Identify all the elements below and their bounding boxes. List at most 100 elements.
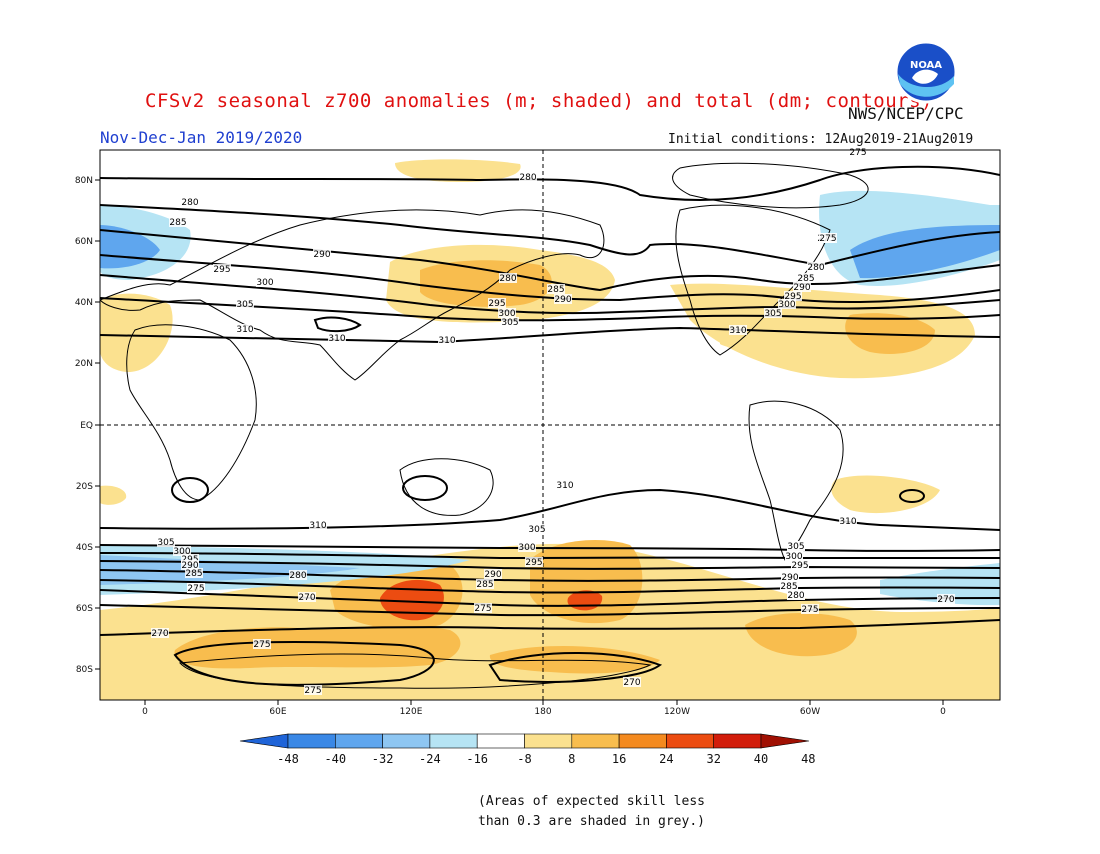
contour-label: 310	[556, 481, 573, 491]
contour-label: 300	[778, 300, 795, 310]
contour-label-bg	[173, 546, 191, 556]
colorbar-tick-label: 16	[612, 752, 626, 766]
contour-label-bg	[181, 554, 199, 564]
lon-label: 120E	[400, 707, 423, 717]
contour-label-bg	[157, 537, 175, 547]
contour-label: 275	[304, 686, 321, 696]
contour-label: 290	[793, 283, 810, 293]
contour-label: 270	[151, 629, 168, 639]
contour-label-bg	[476, 579, 494, 589]
contour-label: 310	[236, 325, 253, 335]
colorbar-segment	[476, 733, 525, 749]
contour-label-bg	[623, 677, 641, 687]
contour-label-bg	[801, 604, 819, 614]
contour-label: 310	[328, 334, 345, 344]
contour-label-bg	[787, 541, 805, 551]
anomaly-positive-satlantic	[831, 475, 940, 514]
colorbar-tick-label: -16	[466, 752, 488, 766]
contour-label-bg	[474, 603, 492, 613]
contour-label: 290	[554, 295, 571, 305]
organization-label: NWS/NCEP/CPC	[848, 104, 964, 123]
contour-label: 275	[253, 640, 270, 650]
lat-label: 40S	[76, 543, 93, 553]
contour-label: 275	[819, 234, 836, 244]
contour-label-bg	[807, 262, 825, 272]
contour-label: 285	[797, 274, 814, 284]
contour-label: 290	[181, 561, 198, 571]
colorbar-tick-label: -24	[419, 752, 441, 766]
contour-label: 280	[807, 263, 824, 273]
contour-label: 285	[185, 569, 202, 579]
colorbar: -48 -40 -32 -24 -16 -8 8 16 24 32 40 48	[239, 733, 816, 766]
contour-label: 310	[729, 326, 746, 336]
contour-label-bg	[304, 685, 322, 695]
contour-label-bg	[778, 299, 796, 309]
contour-label-bg	[289, 570, 307, 580]
contour-label: 300	[173, 547, 190, 557]
contour-label-bg	[328, 333, 346, 343]
contour-label: 280	[519, 173, 536, 183]
skill-footnote-line1: (Areas of expected skill less	[478, 794, 705, 809]
north-america-coastline	[675, 204, 831, 356]
contour-label-bg	[791, 560, 809, 570]
contour-label-bg	[499, 273, 517, 283]
contour-label: 300	[498, 309, 515, 319]
contour-label-bg	[797, 273, 815, 283]
contour-label: 295	[488, 299, 505, 309]
noaa-logo-icon: NOAA	[894, 40, 958, 104]
noaa-logo-text: NOAA	[910, 60, 942, 71]
contour-300-south	[100, 552, 1000, 560]
anomaly-moderate-3	[745, 613, 857, 657]
lon-label: 60W	[800, 707, 820, 717]
colorbar-segment	[666, 733, 715, 749]
greenland-arctic-coastline	[672, 162, 869, 209]
contour-label-bg	[313, 249, 331, 259]
contour-label-bg	[787, 590, 805, 600]
contour-label-bg	[785, 551, 803, 561]
contour-label: 290	[313, 250, 330, 260]
contour-label: 280	[289, 571, 306, 581]
contour-label: 290	[484, 570, 501, 580]
lon-label: 120W	[664, 707, 690, 717]
colorbar-tick-label: 48	[801, 752, 815, 766]
contour-label: 280	[499, 274, 516, 284]
lat-label: 80N	[75, 176, 93, 186]
contour-label-bg	[793, 282, 811, 292]
contour-label-bg	[518, 542, 536, 552]
contour-285-north	[100, 204, 1000, 267]
chart-title: CFSv2 seasonal z700 anomalies (m; shaded…	[145, 90, 933, 112]
colorbar-tick-label: 32	[706, 752, 720, 766]
contour-label-bg	[309, 520, 327, 530]
contour-305-south	[100, 544, 1000, 552]
closed-contours	[171, 316, 925, 503]
contour-285-south	[100, 579, 1000, 594]
anomaly-moderate-npac	[420, 260, 552, 307]
contour-label-bg	[236, 299, 254, 309]
contour-label-bg	[556, 480, 574, 490]
latitude-labels: 80N 60N 40N 20N EQ 20S 40S 60S 80S	[75, 176, 100, 675]
contour-label: 285	[780, 582, 797, 592]
contour-label-bg	[781, 572, 799, 582]
season-label: Nov-Dec-Jan 2019/2020	[100, 128, 303, 147]
contour-label: 310	[438, 336, 455, 346]
anomaly-moderate-atlantic	[845, 313, 935, 354]
contour-label-bg	[819, 233, 837, 243]
contour-label: 270	[298, 593, 315, 603]
anomaly-negative-south-3	[880, 563, 1000, 606]
contour-label-bg	[784, 291, 802, 301]
contour-300-north	[100, 274, 1000, 315]
contour-label-bg	[187, 583, 205, 593]
contour-label-bg	[849, 147, 867, 157]
lon-label: 0	[940, 707, 946, 717]
contour-label-bg	[438, 335, 456, 345]
anomaly-negative-natl-2	[850, 225, 1000, 279]
contour-label: 300	[256, 278, 273, 288]
contour-290-north	[100, 229, 1000, 292]
contour-280-north	[100, 165, 1000, 201]
contour-label-bg	[780, 581, 798, 591]
contour-label-bg	[488, 298, 506, 308]
colorbar-tick-label: 40	[754, 752, 768, 766]
contour-label: 295	[525, 558, 542, 568]
